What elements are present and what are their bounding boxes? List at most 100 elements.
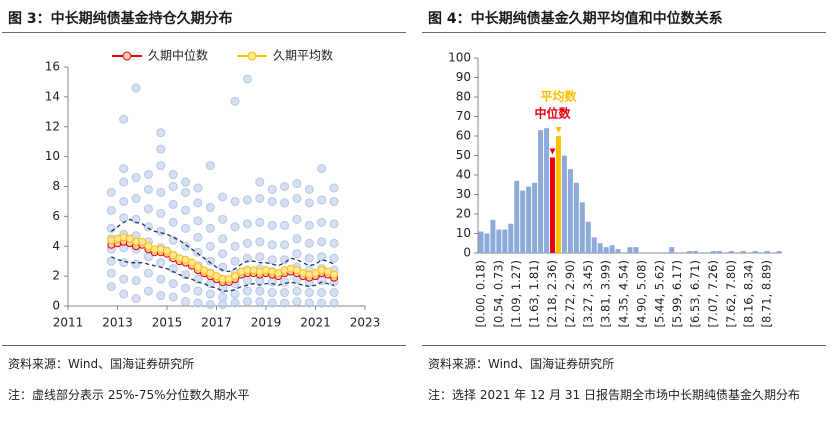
scatter-point: [280, 240, 290, 250]
bar: [561, 155, 567, 253]
scatter-point: [329, 298, 339, 308]
bar: [478, 231, 484, 253]
x-tick-label: [2.72, 2.90): [563, 260, 577, 328]
legend-marker: [247, 51, 257, 61]
x-tick-label: [3.27, 3.45): [581, 260, 595, 328]
scatter-point: [143, 268, 153, 278]
scatter-point: [292, 297, 302, 307]
scatter-point: [131, 173, 141, 183]
x-tick-label: [1.09, 1.27): [509, 260, 523, 328]
y-tick-label: 10: [456, 226, 471, 240]
scatter-point: [317, 252, 327, 262]
bar: [532, 182, 538, 253]
scatter-point: [131, 193, 141, 203]
title-rule: [2, 32, 406, 33]
scatter-point: [292, 234, 302, 244]
series-marker: [330, 270, 339, 279]
y-tick-label: 6: [52, 209, 60, 223]
scatter-point: [143, 286, 153, 296]
scatter-point: [329, 219, 339, 229]
scatter-point: [292, 286, 302, 296]
scatter-point: [106, 268, 116, 278]
y-tick-label: 0: [463, 246, 471, 260]
bar: [740, 251, 746, 253]
scatter-point: [230, 289, 240, 299]
scatter-point: [267, 255, 277, 265]
scatter-point: [193, 274, 203, 284]
scatter-point: [143, 204, 153, 214]
scatter-point: [143, 184, 153, 194]
scatter-point: [267, 184, 277, 194]
bar: [603, 247, 609, 253]
y-tick-label: 30: [456, 187, 471, 201]
bar: [627, 247, 633, 253]
x-tick-label: [0.54, 0.73): [491, 260, 505, 328]
scatter-point: [304, 288, 314, 298]
bar: [776, 251, 782, 253]
x-tick-label: [6.53, 6.71): [688, 260, 702, 328]
scatter-point: [304, 220, 314, 230]
scatter-point: [280, 220, 290, 230]
y-tick-label: 40: [456, 168, 471, 182]
scatter-point: [280, 182, 290, 191]
scatter-point: [280, 255, 290, 265]
scatter-point: [255, 286, 265, 296]
scatter-point: [156, 258, 166, 268]
x-tick-label: [8.16, 8.34): [742, 260, 756, 328]
scatter-point: [181, 223, 191, 233]
scatter-point: [329, 238, 339, 248]
y-tick-label: 90: [456, 70, 471, 84]
scatter-point: [304, 253, 314, 263]
scatter-point: [205, 223, 215, 233]
series-marker: [187, 258, 196, 267]
chart: 0 2 4 6 8 10 12 14 16 2011 2013 2015 2017 2019 2021 202…: [45, 48, 381, 330]
scatter-point: [242, 286, 252, 296]
y-tick-label: 60: [456, 129, 471, 143]
scatter-point: [280, 198, 290, 208]
scatter-point: [255, 217, 265, 227]
x-tick-label: [0.00, 0.18): [473, 260, 487, 328]
scatter-point: [280, 288, 290, 298]
series-marker: [224, 275, 233, 284]
chart-title: 图 4：中长期纯债基金久期平均值和中位数关系: [428, 11, 723, 27]
scatter-point: [255, 252, 265, 262]
scatter-point: [267, 298, 277, 308]
annotation-arrow: [555, 127, 562, 133]
y-tick-label: 2: [52, 269, 60, 283]
chart-title: 图 3：中长期纯债基金持仓久期分布: [8, 11, 233, 27]
scatter-point: [242, 195, 252, 205]
series-marker: [212, 272, 221, 281]
x-tick-label: [2.18, 2.36): [545, 260, 559, 328]
bar: [710, 251, 716, 253]
source: 资料来源：Wind、国海证券研究所: [8, 357, 195, 371]
y-tick-label: 80: [456, 90, 471, 104]
title-rule: [422, 32, 826, 33]
scatter-point: [242, 276, 252, 286]
scatter-point: [168, 235, 178, 245]
scatter-point: [242, 238, 252, 248]
scatter-point: [193, 298, 203, 308]
bar: [669, 247, 675, 253]
scatter-point: [131, 83, 141, 93]
scatter-point: [304, 198, 314, 208]
bar: [728, 251, 734, 253]
scatter-point: [119, 164, 129, 174]
x-tick-label: 2019: [251, 316, 282, 330]
y-tick-label: 20: [456, 207, 471, 221]
x-tick-label: [5.99, 6.17): [670, 260, 684, 328]
y-tick-label: 14: [45, 89, 60, 103]
bar: [752, 251, 758, 253]
scatter-point: [119, 114, 129, 124]
bar: [585, 221, 591, 253]
scatter-point: [181, 283, 191, 293]
bar: [693, 251, 699, 253]
bar: [579, 202, 585, 253]
y-tick-label: 12: [45, 119, 60, 133]
scatter-point: [205, 202, 215, 212]
scatter-point: [181, 270, 191, 280]
bar: [544, 128, 550, 253]
bar: [484, 233, 490, 253]
scatter-point: [218, 214, 228, 224]
scatter-point: [230, 256, 240, 266]
